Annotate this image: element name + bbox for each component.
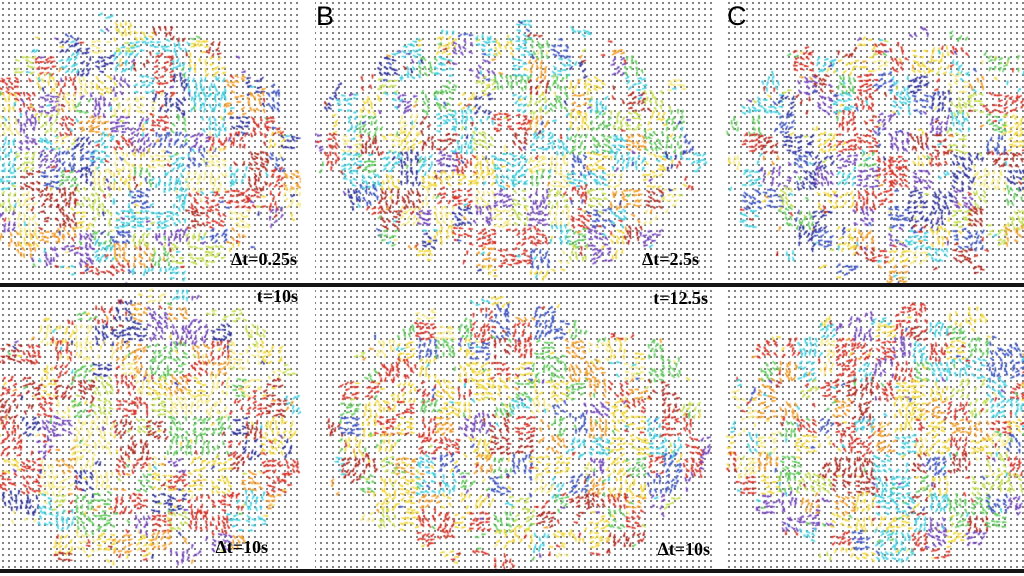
panel-letter-c: C [727, 1, 747, 31]
dt-label-bottom-middle: Δt=10s [657, 539, 710, 559]
row-divider-line [0, 283, 1024, 287]
time-label-bottom-middle: t=12.5s [653, 288, 708, 308]
panel-letter-b: B [316, 1, 335, 31]
dt-label-bottom-left: Δt=10s [215, 537, 268, 557]
dt-label-top-middle: Δt=2.5s [641, 249, 699, 269]
bottom-margin [0, 573, 1024, 576]
dt-label-top-left: Δt=0.25s [230, 249, 297, 269]
bottom-border-line [0, 569, 1024, 573]
time-label-bottom-left: t=10s [256, 286, 298, 306]
